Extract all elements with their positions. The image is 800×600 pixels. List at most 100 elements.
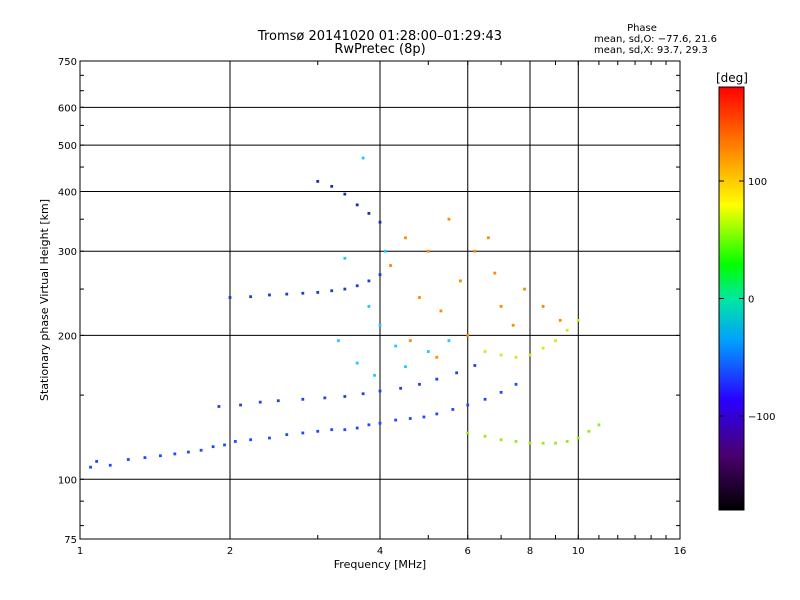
y-tick-label: 300 bbox=[58, 247, 77, 258]
data-point bbox=[394, 344, 398, 348]
data-point bbox=[473, 364, 477, 367]
data-point bbox=[367, 211, 371, 215]
x-tick-label: 4 bbox=[377, 546, 383, 557]
data-point bbox=[343, 287, 347, 291]
data-points bbox=[89, 156, 601, 469]
data-point bbox=[301, 397, 305, 401]
data-point bbox=[404, 365, 407, 369]
data-point bbox=[285, 292, 289, 296]
data-point bbox=[404, 236, 407, 240]
data-point bbox=[523, 287, 526, 291]
data-point bbox=[514, 382, 518, 386]
data-point bbox=[316, 429, 320, 433]
chart-subtitle: RwPretec (8p) bbox=[334, 42, 425, 57]
data-point bbox=[541, 441, 545, 445]
data-point bbox=[418, 382, 421, 386]
data-point bbox=[367, 304, 371, 308]
data-point bbox=[211, 445, 215, 449]
data-point bbox=[541, 346, 545, 350]
data-point bbox=[528, 353, 532, 357]
y-axis-ticks: 75 100 200 300 400 500 600 750 bbox=[58, 57, 680, 546]
data-point bbox=[378, 220, 382, 224]
y-tick-label: 600 bbox=[58, 103, 77, 114]
data-point bbox=[554, 441, 557, 445]
colorbar-tick-label: 100 bbox=[748, 177, 767, 188]
data-point bbox=[435, 377, 439, 381]
data-point bbox=[541, 304, 545, 308]
colorbar-label: [deg] bbox=[716, 71, 748, 85]
data-point bbox=[408, 339, 412, 343]
x-axis-ticks: 1 2 4 6 8 10 16 bbox=[77, 61, 687, 557]
data-point bbox=[383, 249, 387, 253]
y-tick-label: 750 bbox=[58, 57, 77, 68]
data-point bbox=[558, 318, 562, 322]
x-tick-label: 1 bbox=[77, 546, 83, 557]
data-point bbox=[186, 450, 190, 454]
data-point bbox=[268, 436, 271, 440]
data-point bbox=[435, 412, 439, 416]
data-point bbox=[301, 291, 305, 295]
data-point bbox=[343, 428, 347, 432]
colorbar-tick-label: 0 bbox=[748, 295, 754, 306]
data-point bbox=[565, 440, 569, 443]
x-tick-label: 16 bbox=[674, 546, 687, 557]
data-point bbox=[355, 284, 359, 288]
data-point bbox=[576, 436, 580, 440]
data-point bbox=[361, 392, 365, 396]
data-point bbox=[343, 192, 347, 196]
data-point bbox=[159, 454, 162, 458]
data-point bbox=[378, 389, 382, 393]
y-axis-label: Stationary phase Virtual Height [km] bbox=[38, 199, 51, 401]
phase-header: Phase bbox=[627, 23, 657, 34]
data-point bbox=[355, 361, 359, 365]
data-point bbox=[483, 434, 487, 438]
data-point bbox=[473, 249, 477, 253]
y-tick-label: 500 bbox=[58, 141, 77, 152]
data-point bbox=[378, 273, 382, 277]
data-point bbox=[126, 458, 130, 461]
data-point bbox=[95, 459, 99, 463]
data-point bbox=[301, 431, 305, 435]
data-point bbox=[239, 403, 242, 407]
data-point bbox=[587, 429, 591, 433]
data-point bbox=[483, 350, 487, 353]
data-point bbox=[258, 400, 262, 404]
y-tick-label: 200 bbox=[58, 331, 77, 342]
data-point bbox=[233, 440, 237, 443]
data-point bbox=[276, 399, 280, 403]
y-tick-label: 400 bbox=[58, 187, 77, 198]
data-point bbox=[528, 441, 532, 445]
data-point bbox=[554, 339, 557, 343]
data-point bbox=[447, 217, 451, 221]
data-point bbox=[217, 405, 221, 408]
data-point bbox=[426, 249, 430, 253]
x-axis-label: Frequency [MHz] bbox=[334, 558, 426, 571]
data-point bbox=[173, 452, 177, 456]
data-point bbox=[514, 355, 518, 359]
data-point bbox=[361, 156, 365, 160]
data-point bbox=[367, 279, 371, 283]
data-point bbox=[597, 423, 601, 427]
phase-x-stats: mean, sd,X: 93.7, 29.3 bbox=[594, 45, 708, 56]
data-point bbox=[483, 397, 487, 401]
data-point bbox=[89, 465, 92, 469]
data-point bbox=[343, 256, 347, 260]
data-point bbox=[565, 328, 569, 332]
data-point bbox=[323, 396, 327, 400]
data-point bbox=[408, 417, 412, 420]
data-point bbox=[466, 431, 470, 435]
chart-title: Tromsø 20141020 01:28:00–01:29:43 bbox=[257, 29, 502, 44]
data-point bbox=[426, 350, 430, 353]
data-point bbox=[499, 304, 503, 308]
data-point bbox=[330, 289, 334, 293]
data-point bbox=[486, 236, 490, 240]
data-point bbox=[108, 463, 112, 467]
data-point bbox=[514, 440, 518, 443]
data-point bbox=[511, 323, 515, 327]
x-tick-label: 6 bbox=[465, 546, 471, 557]
data-point bbox=[435, 355, 439, 359]
data-point bbox=[389, 264, 392, 267]
x-tick-label: 8 bbox=[527, 546, 533, 557]
data-point bbox=[378, 421, 382, 425]
